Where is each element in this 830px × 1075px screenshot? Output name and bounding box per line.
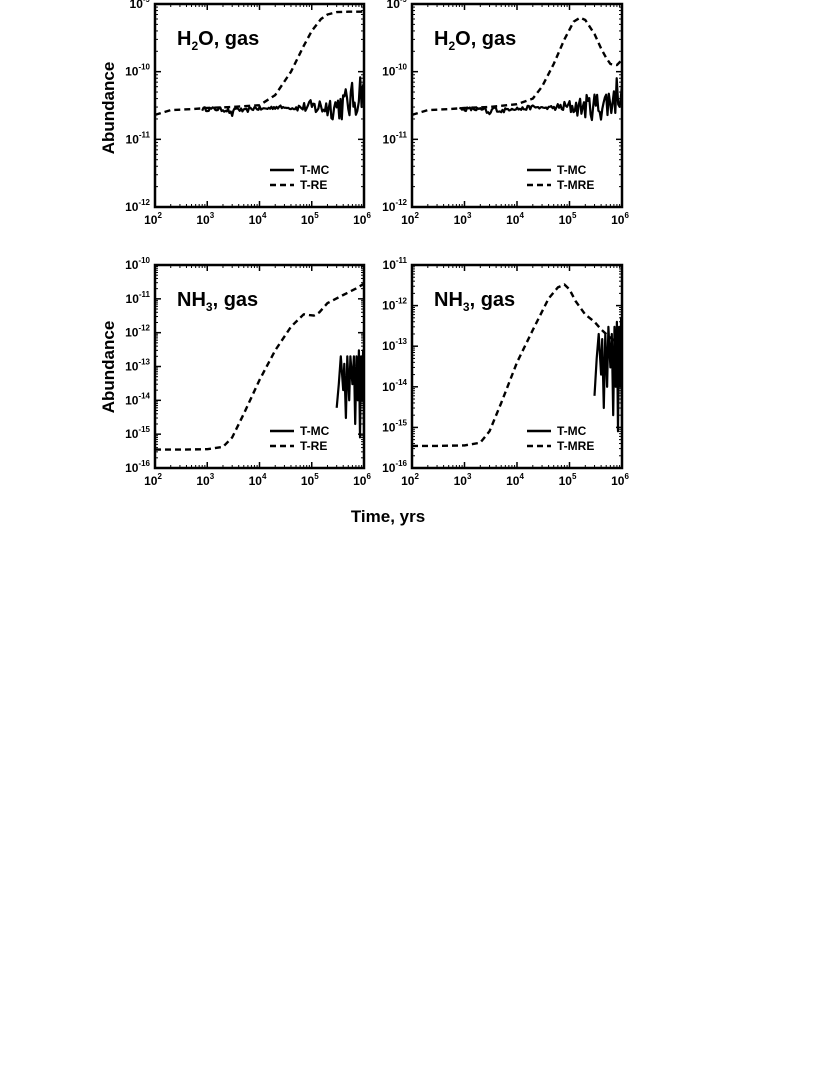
x-tick-label: 104	[506, 211, 524, 227]
x-tick-label: 103	[454, 211, 472, 227]
legend-label: T-MC	[557, 163, 587, 177]
x-tick-label: 103	[196, 211, 214, 227]
y-tick-label: 10-16	[382, 459, 407, 475]
plot-frame	[410, 2, 624, 209]
panel-label: H2O, gas	[177, 28, 259, 53]
series-line-t-mre	[412, 16, 622, 117]
x-tick-label: 103	[454, 472, 472, 488]
series-group	[412, 16, 622, 122]
legend: T-MCT-MRE	[527, 163, 594, 192]
x-tick-label: 106	[353, 472, 371, 488]
x-tick-label: 103	[196, 472, 214, 488]
y-tick-label: 10-11	[126, 290, 151, 306]
panel-1: 102 103 104 105 106 10-12 10-11 10-10 10-9 H2O, g…	[125, 0, 371, 227]
y-tick-label: 10-13	[382, 337, 407, 353]
panel-3: 102 103 104 105 106 10-16 10-15 10-14 10-13 10-12…	[125, 256, 371, 488]
x-tick-label: 102	[401, 211, 419, 227]
panel-4: 102 103 104 105 106 10-16 10-15 10-14 10-13 10-12…	[382, 256, 629, 488]
y-axis-title-top: Abundance	[99, 62, 118, 155]
series-line-t-mre	[412, 283, 622, 448]
series-line-t-mc	[201, 76, 364, 121]
legend: T-MCT-MRE	[527, 424, 594, 453]
y-tick-label: 10-16	[125, 459, 150, 475]
panel-label: H2O, gas	[434, 28, 516, 53]
y-tick-label: 10-12	[125, 324, 150, 340]
plot-frame	[410, 263, 624, 470]
y-tick-label: 10-12	[125, 198, 150, 214]
plot-frame	[153, 2, 366, 209]
x-tick-label: 105	[559, 211, 577, 227]
panel-label: NH3, gas	[177, 289, 258, 314]
legend-label: T-RE	[300, 178, 327, 192]
x-tick-label: 106	[353, 211, 371, 227]
y-tick-label: 10-9	[387, 0, 408, 11]
legend-label: T-MRE	[557, 178, 594, 192]
x-tick-label: 104	[506, 472, 524, 488]
series-group	[412, 283, 622, 448]
y-tick-label: 10-11	[126, 130, 151, 146]
series-line-t-mc	[459, 77, 622, 122]
panels-group: 102 103 104 105 106 10-12 10-11 10-10 10-9 H2O, g…	[125, 0, 629, 488]
panel-2: 102 103 104 105 106 10-12 10-11 10-10 10-9 H2O, g…	[382, 0, 629, 227]
y-tick-label: 10-13	[125, 358, 150, 374]
series-line-t-re	[155, 282, 364, 451]
legend-label: T-RE	[300, 439, 327, 453]
y-tick-label: 10-12	[382, 297, 407, 313]
y-tick-label: 10-12	[382, 198, 407, 214]
series-line-t-mc	[593, 316, 622, 433]
series-group	[155, 10, 364, 121]
legend: T-MCT-RE	[270, 424, 330, 453]
plot-frame	[153, 263, 366, 470]
y-tick-label: 10-11	[383, 130, 408, 146]
y-tick-label: 10-14	[382, 378, 407, 394]
x-tick-label: 105	[559, 472, 577, 488]
y-tick-label: 10-10	[125, 256, 150, 272]
legend-label: T-MC	[300, 163, 330, 177]
x-tick-label: 104	[249, 472, 267, 488]
y-tick-label: 10-14	[125, 391, 150, 407]
x-tick-label: 106	[611, 472, 629, 488]
legend-label: T-MRE	[557, 439, 594, 453]
y-axis-title-bottom: Abundance	[99, 321, 118, 414]
x-tick-label: 105	[301, 211, 319, 227]
x-tick-label: 102	[144, 472, 162, 488]
series-line-t-re	[155, 10, 364, 117]
legend-label: T-MC	[300, 424, 330, 438]
y-tick-label: 10-15	[125, 425, 150, 441]
series-group	[155, 282, 364, 451]
x-tick-label: 102	[144, 211, 162, 227]
y-tick-label: 10-10	[125, 63, 150, 79]
series-line-t-mc	[335, 349, 364, 439]
y-tick-label: 10-9	[130, 0, 151, 11]
y-tick-label: 10-15	[382, 418, 407, 434]
legend-label: T-MC	[557, 424, 587, 438]
y-tick-label: 10-10	[382, 63, 407, 79]
panel-label: NH3, gas	[434, 289, 515, 314]
x-tick-label: 105	[301, 472, 319, 488]
x-tick-label: 106	[611, 211, 629, 227]
y-tick-label: 10-11	[383, 256, 408, 272]
x-tick-label: 104	[249, 211, 267, 227]
x-axis-title: Time, yrs	[351, 507, 425, 526]
legend: T-MCT-RE	[270, 163, 330, 192]
x-tick-label: 102	[401, 472, 419, 488]
